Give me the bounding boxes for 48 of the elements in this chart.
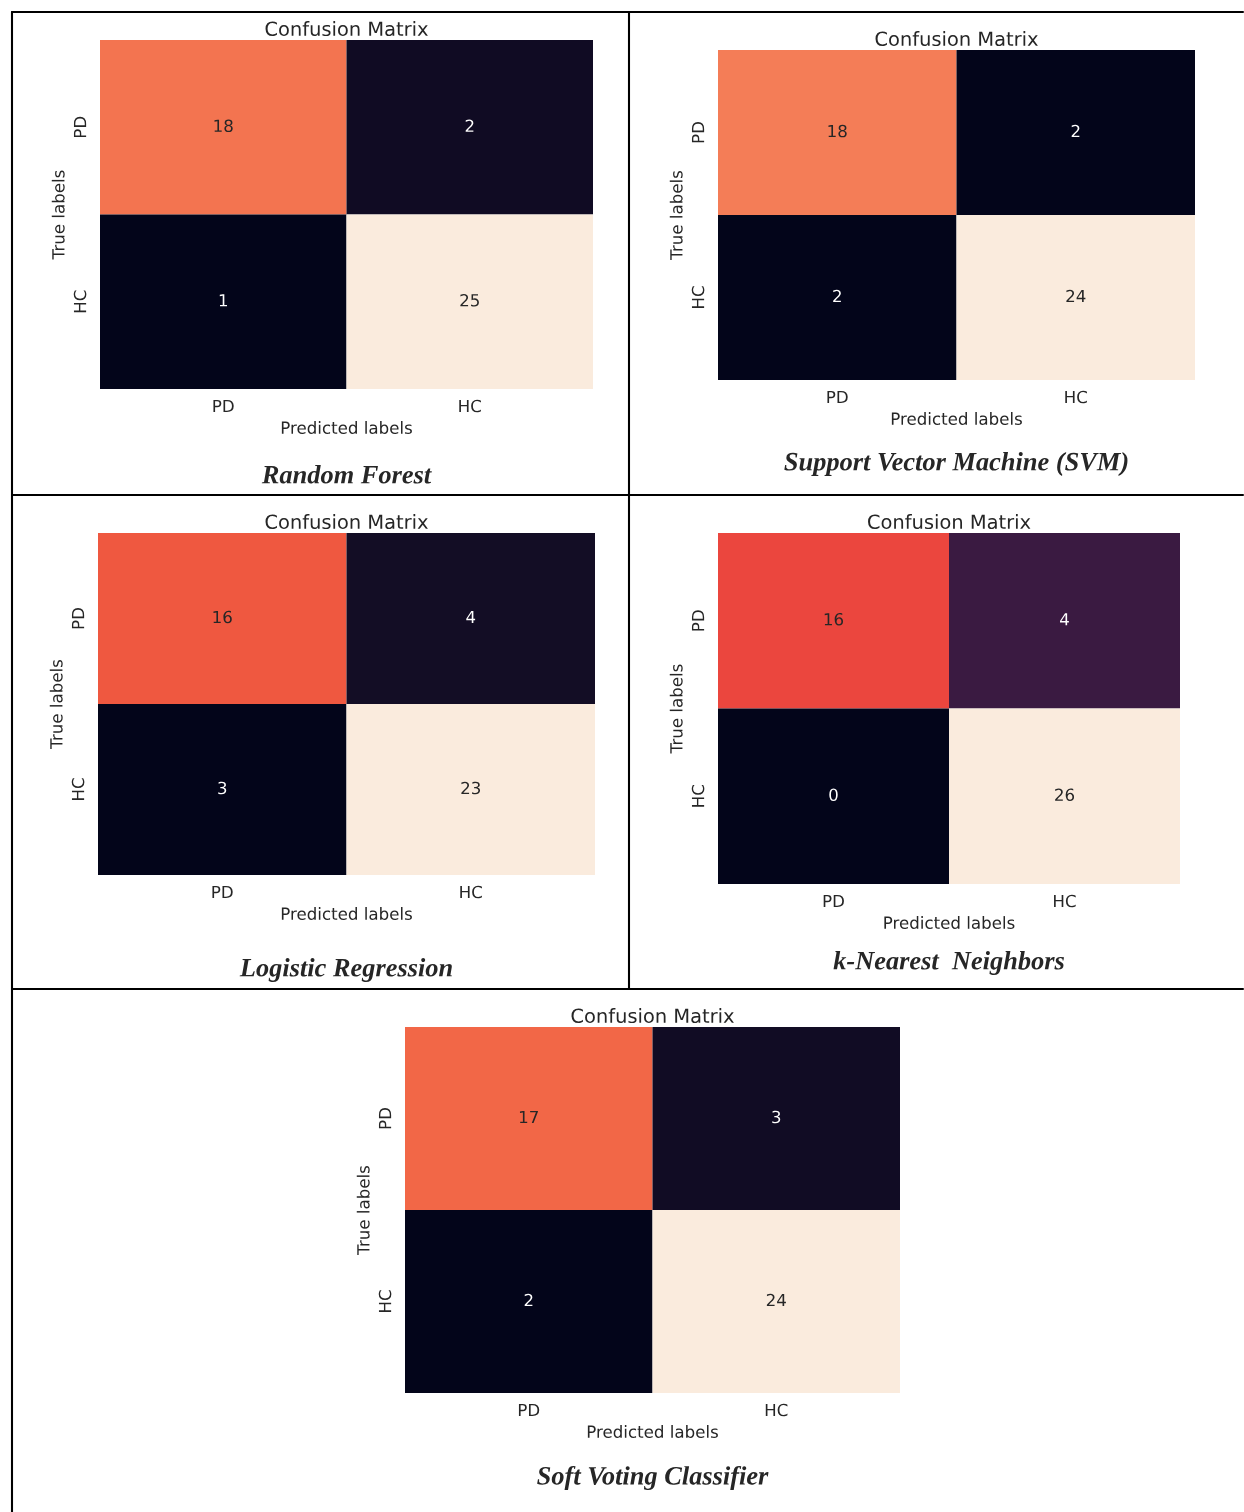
y-tick-label: PD: [691, 610, 705, 631]
text: Logistic Regression: [239, 958, 452, 982]
data-label: 24: [1066, 289, 1086, 303]
data-label: 24: [766, 1293, 786, 1307]
data-label: 25: [460, 293, 479, 307]
text: Soft Voting Classifier: [537, 1465, 769, 1491]
data-label: 18: [214, 119, 233, 133]
y-axis-title: True labels: [356, 1165, 370, 1255]
y-tick-label: PD: [71, 608, 85, 629]
data-label: 2: [524, 1293, 533, 1307]
chart-title: Confusion Matrix: [265, 514, 428, 530]
data-label: 4: [1060, 613, 1069, 626]
data-label: 23: [461, 781, 481, 795]
y-axis-title: True labels: [669, 170, 683, 260]
data-label: 1: [219, 294, 228, 307]
text: Support Vector Machine (SVM): [784, 452, 1128, 476]
y-tick-label: HC: [691, 785, 705, 807]
chart-title: Confusion Matrix: [875, 31, 1038, 47]
x-axis-title: Predicted labels: [587, 1425, 718, 1438]
data-label: 3: [218, 781, 227, 795]
x-axis-title: Predicted labels: [281, 421, 412, 434]
text: Random Forest: [261, 465, 432, 484]
y-axis-title: True labels: [49, 659, 63, 749]
y-tick-label: PD: [691, 122, 705, 143]
data-label: 3: [772, 1110, 781, 1124]
y-tick-label: HC: [691, 286, 705, 308]
data-label: 16: [824, 612, 844, 626]
text: k-Nearest Neighbors: [833, 951, 1064, 975]
data-label: 17: [519, 1110, 538, 1124]
y-tick-label: PD: [73, 116, 87, 138]
data-label: 2: [833, 289, 841, 303]
x-axis-title: Predicted labels: [891, 412, 1022, 425]
y-tick-label: HC: [73, 290, 87, 313]
x-axis-title: Predicted labels: [884, 916, 1015, 929]
data-label: 2: [465, 119, 474, 132]
data-label: 26: [1055, 788, 1075, 802]
data-label: 2: [1071, 124, 1080, 138]
chart-title: Confusion Matrix: [571, 1008, 734, 1024]
x-axis-title: Predicted labels: [281, 907, 412, 920]
y-tick-label: HC: [71, 778, 85, 800]
data-label: 16: [213, 610, 232, 624]
chart-title: Confusion Matrix: [265, 21, 428, 37]
data-label: 4: [466, 610, 476, 624]
data-label: 18: [828, 124, 847, 138]
y-axis-title: True labels: [51, 170, 65, 260]
data-label: 0: [829, 788, 838, 802]
chart-title: Confusion Matrix: [868, 514, 1031, 530]
y-axis-title: True labels: [669, 664, 683, 754]
